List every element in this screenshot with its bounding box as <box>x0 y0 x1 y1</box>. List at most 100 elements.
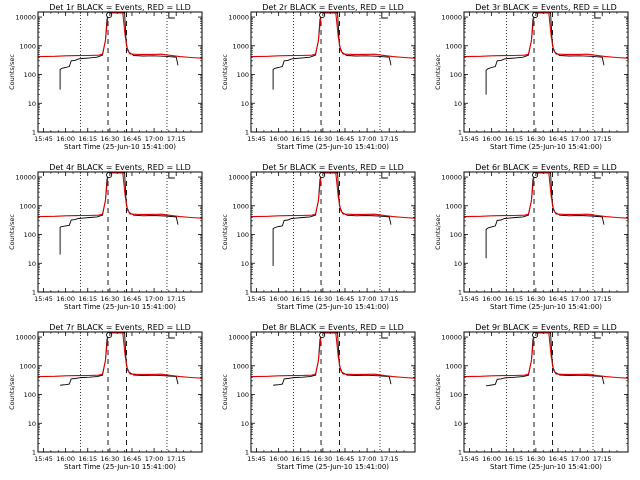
top-marker-bracket <box>168 12 175 19</box>
x-tick-label: 16:30 <box>313 455 332 463</box>
x-axis-label: Start Time (25-Jun-10 15:41:00) <box>490 463 602 471</box>
y-axis-label: Counts/sec <box>221 374 229 410</box>
x-tick-label: 16:45 <box>336 455 355 463</box>
lld-series-line <box>251 12 415 59</box>
panel-frame <box>250 11 416 133</box>
top-marker-circle <box>532 11 539 19</box>
y-axis-label: Counts/sec <box>434 214 442 250</box>
y-tick-label: 100 <box>24 231 36 239</box>
panel-title: Det 4r BLACK = Events, RED = LLD <box>49 163 191 172</box>
top-marker-circle <box>106 11 113 19</box>
x-tick-label: 16:15 <box>504 135 523 143</box>
x-tick-label: 16:30 <box>313 135 332 143</box>
lld-series-line <box>251 332 415 379</box>
x-tick-label: 16:00 <box>56 455 75 463</box>
y-tick-label: 100 <box>450 391 462 399</box>
panel-2: Det 2r BLACK = Events, RED = LLD 1 10 100 10… <box>221 3 416 151</box>
x-tick-label: 16:00 <box>269 135 288 143</box>
panel-frame <box>37 171 203 293</box>
x-tick-label: 16:00 <box>482 455 501 463</box>
x-tick-label: 16:00 <box>56 295 75 303</box>
events-series-line <box>272 172 392 266</box>
top-marker-circle <box>319 331 326 339</box>
panel-1: Det 1r BLACK = Events, RED = LLD 1 10 100 10… <box>8 3 203 151</box>
x-tick-label: 17:00 <box>571 135 590 143</box>
x-tick-label: 16:30 <box>313 295 332 303</box>
y-tick-label: 10000 <box>441 334 462 342</box>
x-tick-label: 17:15 <box>593 295 612 303</box>
panel-7: Det 7r BLACK = Events, RED = LLD 1 10 100 10… <box>8 323 203 471</box>
panel-frame <box>37 331 203 453</box>
top-marker-circle <box>106 331 113 339</box>
y-tick-label: 1 <box>32 129 36 137</box>
events-series-line <box>59 12 179 90</box>
y-axis-label: Counts/sec <box>8 54 16 90</box>
x-tick-label: 16:00 <box>482 295 501 303</box>
events-series-line <box>60 332 179 386</box>
y-axis-label: Counts/sec <box>221 214 229 250</box>
x-tick-label: 16:45 <box>123 295 142 303</box>
lld-series-line <box>464 12 628 59</box>
y-tick-label: 10000 <box>228 14 249 22</box>
x-tick-label: 17:00 <box>145 135 164 143</box>
y-tick-label: 100 <box>237 231 249 239</box>
y-tick-label: 10 <box>454 100 462 108</box>
x-axis-label: Start Time (25-Jun-10 15:41:00) <box>277 143 389 151</box>
x-tick-label: 16:30 <box>526 455 545 463</box>
top-marker-circle <box>532 171 539 179</box>
x-axis-label: Start Time (25-Jun-10 15:41:00) <box>64 463 176 471</box>
y-axis-label: Counts/sec <box>8 214 16 250</box>
y-tick-label: 1000 <box>19 42 36 50</box>
y-axis-label: Counts/sec <box>8 374 16 410</box>
y-tick-label: 10000 <box>15 334 36 342</box>
x-tick-label: 17:15 <box>380 455 399 463</box>
panel-frame <box>250 331 416 453</box>
panel-8: Det 8r BLACK = Events, RED = LLD 1 10 100 10… <box>221 323 416 471</box>
y-tick-label: 1 <box>32 289 36 297</box>
y-tick-label: 1000 <box>19 202 36 210</box>
y-tick-label: 10000 <box>15 14 36 22</box>
panel-6: Det 6r BLACK = Events, RED = LLD 1 10 100 10… <box>434 163 629 311</box>
x-tick-label: 16:00 <box>56 135 75 143</box>
top-marker-bracket <box>168 332 175 339</box>
y-tick-label: 1 <box>32 449 36 457</box>
x-tick-label: 16:15 <box>78 455 97 463</box>
top-marker-bracket <box>594 332 601 339</box>
x-tick-label: 17:15 <box>593 455 612 463</box>
x-axis-label: Start Time (25-Jun-10 15:41:00) <box>64 143 176 151</box>
panel-title: Det 5r BLACK = Events, RED = LLD <box>262 163 404 172</box>
panel-title: Det 9r BLACK = Events, RED = LLD <box>475 323 617 332</box>
y-tick-label: 100 <box>450 71 462 79</box>
y-tick-label: 100 <box>237 71 249 79</box>
panel-4: Det 4r BLACK = Events, RED = LLD 1 10 100 10… <box>8 163 203 311</box>
events-series-line <box>273 332 392 386</box>
lld-series-line <box>464 332 628 379</box>
top-marker-bracket <box>381 12 388 19</box>
y-tick-label: 10000 <box>228 334 249 342</box>
x-tick-label: 17:00 <box>358 295 377 303</box>
x-tick-label: 17:00 <box>145 455 164 463</box>
x-tick-label: 17:00 <box>571 295 590 303</box>
y-tick-label: 10 <box>241 420 249 428</box>
y-tick-label: 1 <box>458 129 462 137</box>
y-tick-label: 10 <box>28 420 36 428</box>
top-marker-circle <box>106 171 113 179</box>
y-tick-label: 10000 <box>441 174 462 182</box>
y-tick-label: 10000 <box>441 14 462 22</box>
y-tick-label: 10 <box>454 260 462 268</box>
y-tick-label: 10 <box>28 100 36 108</box>
x-tick-label: 16:45 <box>549 135 568 143</box>
x-tick-label: 15:45 <box>460 455 479 463</box>
top-marker-bracket <box>594 172 601 179</box>
x-tick-label: 17:15 <box>380 135 399 143</box>
y-tick-label: 1000 <box>445 202 462 210</box>
x-axis-label: Start Time (25-Jun-10 15:41:00) <box>64 303 176 311</box>
panel-title: Det 8r BLACK = Events, RED = LLD <box>262 323 404 332</box>
x-tick-label: 17:15 <box>167 135 186 143</box>
y-tick-label: 1000 <box>232 42 249 50</box>
y-tick-label: 1 <box>245 129 249 137</box>
x-tick-label: 16:45 <box>123 455 142 463</box>
events-series-line <box>486 332 605 387</box>
x-tick-label: 17:15 <box>167 455 186 463</box>
